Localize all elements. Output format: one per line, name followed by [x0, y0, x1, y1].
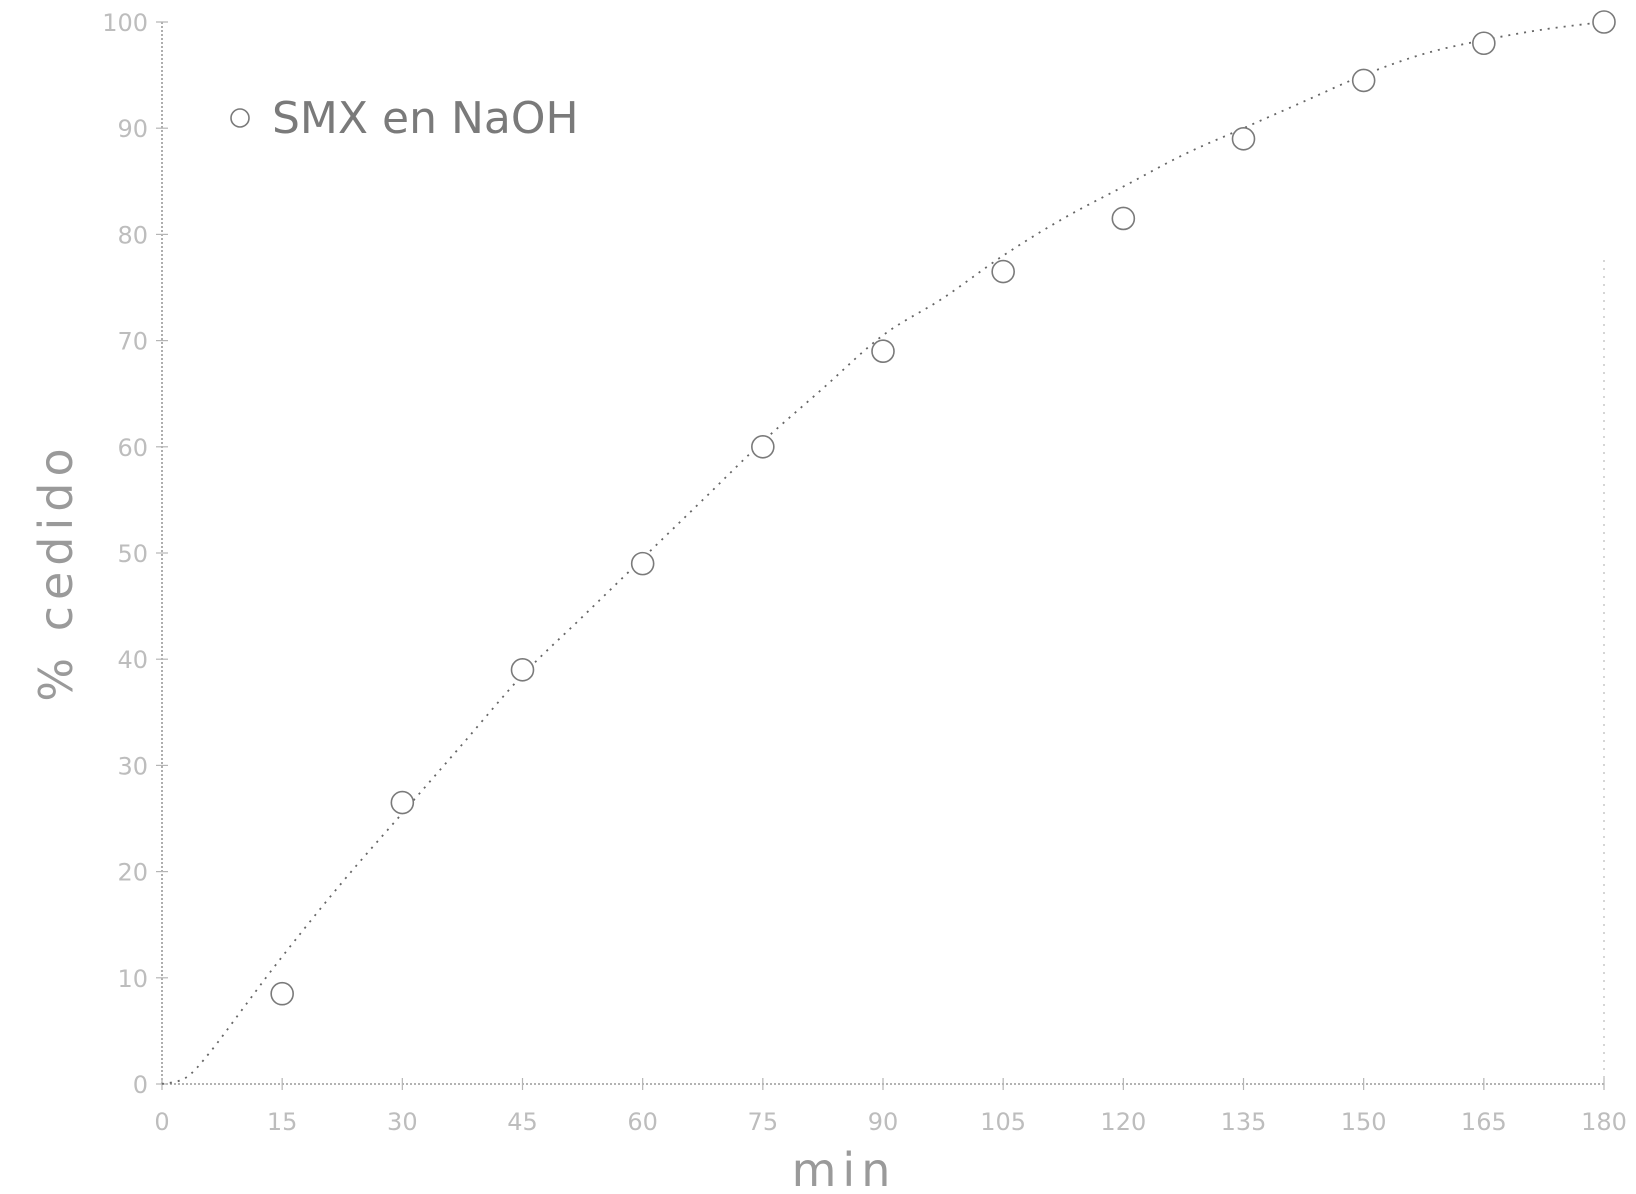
x-tick-label: 30 — [387, 1108, 418, 1136]
data-point — [510, 658, 535, 682]
data-point — [1472, 31, 1496, 56]
data-point — [751, 434, 775, 459]
data-point — [1351, 68, 1376, 93]
fit-curve-line — [161, 21, 1605, 1085]
y-tick-label: 100 — [102, 9, 148, 37]
x-tick-label: 150 — [1341, 1108, 1387, 1136]
y-tick-label: 20 — [117, 859, 148, 887]
x-tick-label: 165 — [1461, 1108, 1507, 1136]
data-point — [270, 981, 294, 1006]
axes — [161, 22, 1605, 1085]
y-axis-title: % cedido — [29, 442, 83, 701]
x-tick-label: 120 — [1100, 1108, 1146, 1136]
x-tick-label: 105 — [980, 1108, 1026, 1136]
y-tick-label: 0 — [133, 1071, 148, 1099]
data-point — [1231, 127, 1256, 151]
data-point — [991, 259, 1015, 284]
data-point — [1111, 206, 1136, 231]
x-tick-label: 45 — [507, 1108, 538, 1136]
y-tick-label: 60 — [117, 434, 148, 462]
y-tick-label: 30 — [117, 752, 148, 780]
x-tick-label: 75 — [748, 1108, 779, 1136]
x-tick-label: 15 — [267, 1108, 298, 1136]
y-tick-label: 80 — [117, 221, 148, 249]
x-tick-label: 135 — [1221, 1108, 1267, 1136]
data-point — [630, 551, 655, 576]
y-tick-label: 90 — [117, 115, 148, 143]
legend-marker-icon — [230, 108, 250, 128]
y-tick-label: 50 — [117, 540, 148, 568]
legend-label: SMX en NaOH — [272, 93, 579, 144]
y-tick-label: 40 — [117, 646, 148, 674]
y-axis-ticks: 0 10 20 30 40 50 60 70 80 90 100 — [102, 9, 168, 1099]
data-point — [390, 790, 415, 815]
data-points-layer — [270, 10, 1616, 1006]
fit-curve-layer — [161, 21, 1605, 1085]
x-tick-label: 60 — [627, 1108, 658, 1136]
y-tick-label: 10 — [117, 965, 148, 993]
x-tick-label: 0 — [154, 1108, 169, 1136]
data-point — [871, 339, 895, 364]
x-axis-ticks: 0 15 30 45 60 75 90 105 120 135 150 165 180 — [154, 1078, 1627, 1136]
x-tick-label: 180 — [1581, 1108, 1627, 1136]
y-tick-label: 70 — [117, 328, 148, 356]
x-tick-label: 90 — [868, 1108, 899, 1136]
legend: SMX en NaOH — [230, 93, 579, 144]
data-point — [1592, 10, 1616, 34]
x-axis-title: min — [792, 1143, 897, 1194]
